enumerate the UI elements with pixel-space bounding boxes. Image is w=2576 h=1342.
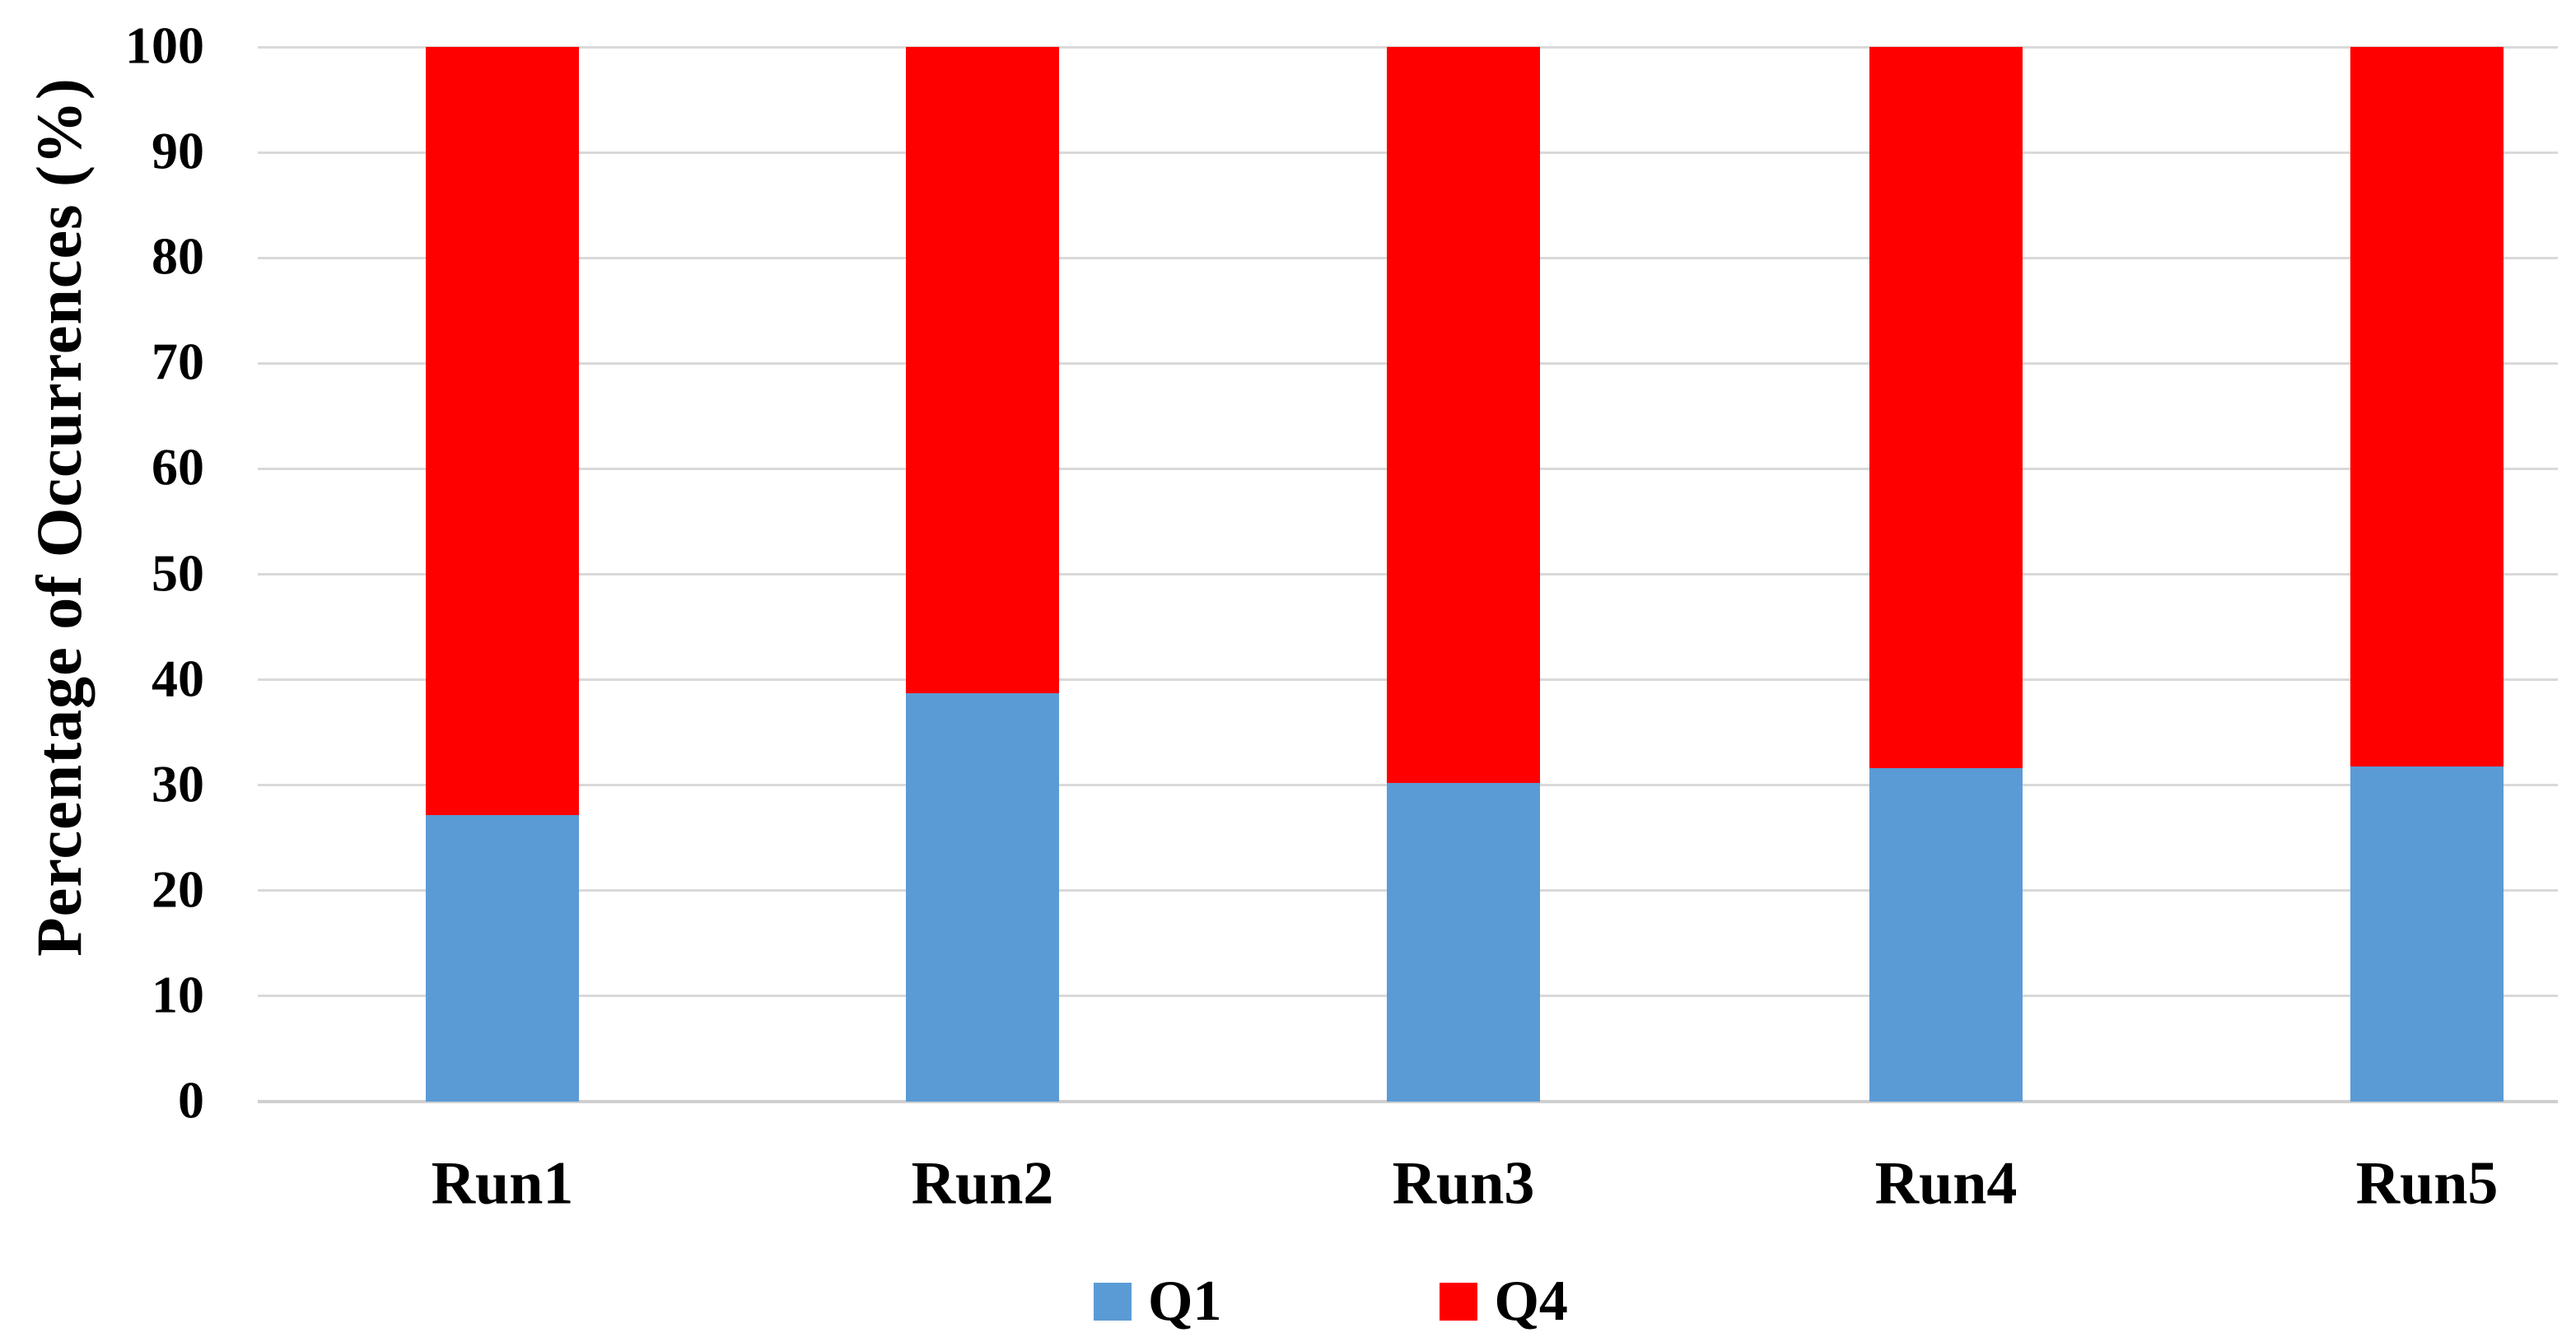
- y-tick-label: 10: [152, 965, 204, 1024]
- y-tick-label: 100: [125, 16, 204, 75]
- bar-segment-q1: [906, 693, 1059, 1102]
- y-tick-label: 50: [152, 543, 204, 603]
- y-axis-title: Percentage of Occurrences (%): [23, 77, 95, 957]
- y-tick-label: 90: [152, 121, 204, 180]
- bar-segment-q1: [426, 814, 579, 1102]
- y-tick-label: 70: [152, 332, 204, 391]
- x-category-label: Run1: [431, 1149, 574, 1218]
- x-category-label: Run3: [1392, 1149, 1535, 1218]
- bar-segment-q4: [906, 47, 1059, 694]
- x-category-label: Run5: [2355, 1149, 2499, 1218]
- bar-segment-q1: [1387, 783, 1540, 1102]
- y-tick-label: 0: [178, 1070, 204, 1130]
- legend-item-q4: Q4: [1440, 1270, 1568, 1333]
- legend-label: Q4: [1494, 1270, 1568, 1333]
- bar-segment-q1: [1869, 768, 2023, 1102]
- x-axis-line: [258, 1100, 2558, 1103]
- legend: Q1 Q4: [1094, 1273, 1568, 1330]
- bar-segment-q1: [2350, 766, 2504, 1102]
- legend-item-q1: Q1: [1094, 1273, 1221, 1330]
- legend-swatch-icon: [1440, 1283, 1478, 1321]
- y-tick-label: 30: [152, 754, 204, 813]
- legend-swatch-icon: [1094, 1283, 1132, 1321]
- y-tick-label: 80: [152, 226, 204, 286]
- bar-segment-q4: [1387, 47, 1540, 784]
- legend-label: Q1: [1148, 1270, 1222, 1333]
- x-category-label: Run4: [1874, 1149, 2018, 1218]
- y-tick-label: 40: [152, 649, 204, 708]
- bar-segment-q4: [2350, 47, 2504, 767]
- bar-segment-q4: [1869, 47, 2023, 769]
- y-tick-label: 60: [152, 437, 204, 496]
- x-category-label: Run2: [911, 1149, 1054, 1218]
- y-tick-label: 20: [152, 860, 204, 919]
- bar-segment-q4: [426, 47, 579, 815]
